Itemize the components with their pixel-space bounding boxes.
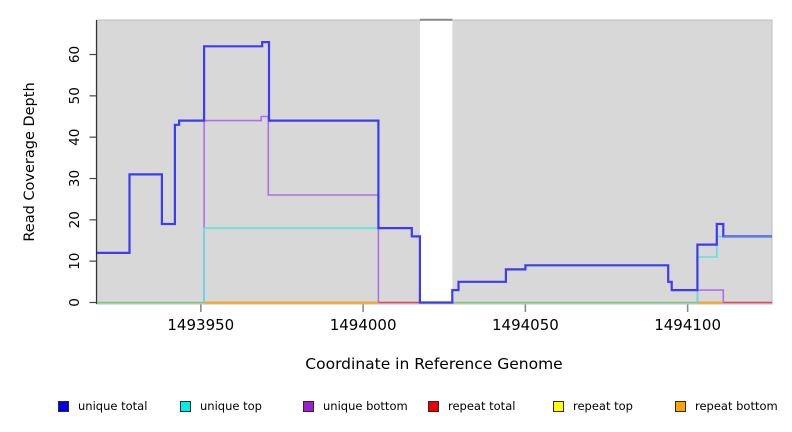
unique-top-swatch-icon xyxy=(180,400,191,412)
y-tick-label: 40 xyxy=(67,129,83,146)
series-line xyxy=(97,41,772,304)
x-axis: 1493950 1494000 1494050 1494100 xyxy=(167,304,721,334)
y-tick-label: 0 xyxy=(67,298,83,307)
legend-item-unique-bottom: unique bottom xyxy=(303,398,408,414)
coverage-plot: 0 10 20 30 40 50 60 1493950 1494000 1494050 149410… xyxy=(67,18,773,334)
no-data-gap xyxy=(419,18,453,304)
legend-item-repeat-top: repeat top xyxy=(553,398,633,414)
legend-item-repeat-total: repeat total xyxy=(428,398,515,414)
repeat-top-swatch-icon xyxy=(553,400,564,412)
legend-item-unique-top: unique top xyxy=(180,398,262,414)
legend-label: unique top xyxy=(200,399,262,413)
y-axis: 0 10 20 30 40 50 60 xyxy=(67,20,98,307)
series-line xyxy=(203,115,380,303)
y-axis-title: Read Coverage Depth xyxy=(22,82,38,242)
y-tick-label: 50 xyxy=(67,87,83,104)
unique-bottom-swatch-icon xyxy=(303,400,314,412)
legend-item-repeat-bottom: repeat bottom xyxy=(675,398,778,414)
legend: unique total unique top unique bottom repea… xyxy=(0,398,792,418)
y-tick-label: 20 xyxy=(67,211,83,228)
y-tick-label: 30 xyxy=(67,170,83,187)
legend-label: unique total xyxy=(78,399,148,413)
x-tick-label: 1494050 xyxy=(492,316,559,334)
legend-label: repeat bottom xyxy=(695,399,778,413)
repeat-total-swatch-icon xyxy=(428,400,439,412)
x-tick-label: 1493950 xyxy=(167,316,234,334)
repeat-bottom-swatch-icon xyxy=(675,400,686,412)
legend-label: repeat top xyxy=(573,399,633,413)
x-tick-label: 1494100 xyxy=(654,316,721,334)
x-axis-title: Coordinate in Reference Genome xyxy=(305,355,563,373)
series-unique-total xyxy=(97,41,772,304)
y-tick-label: 60 xyxy=(67,46,83,63)
x-tick-label: 1494000 xyxy=(330,316,397,334)
legend-label: repeat total xyxy=(448,399,516,413)
legend-item-unique-total: unique total xyxy=(58,398,147,414)
unique-total-swatch-icon xyxy=(58,400,69,412)
y-tick-label: 10 xyxy=(67,253,83,270)
legend-label: unique bottom xyxy=(323,399,408,413)
